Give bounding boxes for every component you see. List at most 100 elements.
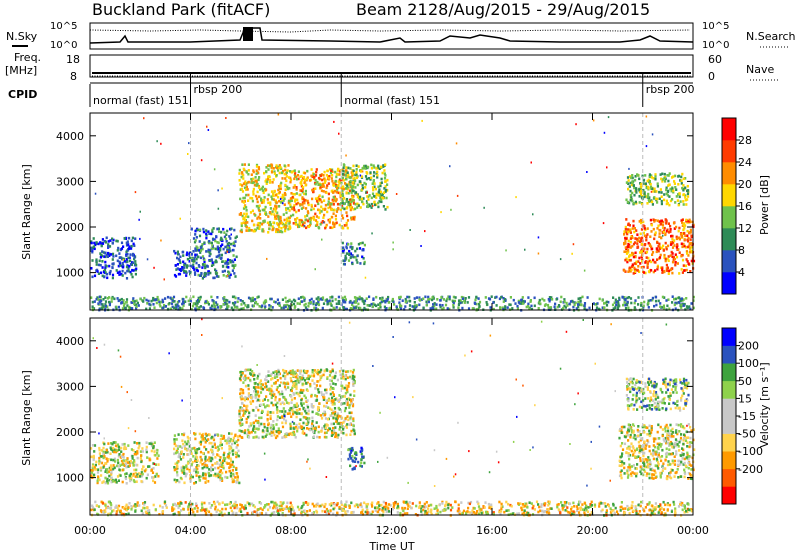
heatmap-cell: [131, 268, 134, 272]
heatmap-cell: [180, 469, 183, 472]
heatmap-cell: [302, 206, 305, 209]
heatmap-cell: [239, 183, 242, 186]
heatmap-cell: [302, 421, 305, 425]
heatmap-cell: [194, 247, 197, 250]
heatmap-cell: [280, 201, 283, 204]
heatmap-cell: [683, 269, 686, 272]
heatmap-cell: [333, 189, 337, 193]
heatmap-cell: [257, 195, 260, 199]
heatmap-cell: [354, 179, 357, 182]
heatmap-cell: [297, 209, 300, 212]
heatmap-cell: [183, 444, 186, 448]
heatmap-cell: [207, 450, 210, 454]
heatmap-cell: [370, 206, 373, 209]
heatmap-cell: [216, 462, 219, 465]
heatmap-cell: [241, 402, 244, 405]
heatmap-cell: [214, 446, 217, 449]
heatmap-cell: [175, 438, 178, 441]
heatmap-cell: [199, 274, 202, 277]
heatmap-cell: [675, 235, 678, 239]
heatmap-cell: [128, 256, 131, 259]
heatmap-cell: [232, 248, 235, 252]
heatmap-cell: [580, 303, 583, 306]
heatmap-cell: [104, 476, 107, 480]
heatmap-cell: [346, 376, 349, 379]
heatmap-cell: [240, 224, 243, 228]
heatmap-cell: [353, 394, 356, 397]
heatmap-cell: [341, 185, 344, 189]
heatmap-cell: [283, 396, 286, 399]
heatmap-cell: [169, 307, 173, 311]
heatmap-cell: [230, 459, 233, 463]
heatmap-cell: [678, 192, 681, 196]
heatmap-cell: [135, 452, 138, 456]
heatmap-cell: [135, 303, 138, 306]
heatmap-cell: [285, 208, 288, 211]
heatmap-cell: [195, 300, 198, 303]
heatmap-cell: [228, 445, 231, 448]
heatmap-cell: [227, 454, 231, 458]
heatmap-cell: [640, 250, 643, 253]
heatmap-cell: [264, 405, 267, 408]
heatmap-cell: [356, 247, 359, 251]
heatmap-cell: [200, 459, 203, 462]
heatmap-cell: [194, 459, 197, 463]
heatmap-cell: [281, 392, 284, 396]
heatmap-cell: [633, 227, 636, 230]
heatmap-cell: [244, 429, 247, 432]
heatmap-cell: [269, 414, 272, 418]
heatmap-cell: [270, 401, 273, 405]
heatmap-cell: [341, 176, 345, 180]
heatmap-cell: [614, 298, 617, 302]
heatmap-cell: [338, 394, 341, 397]
heatmap-cell: [242, 167, 245, 171]
heatmap-cell: [339, 191, 342, 195]
heatmap-cell: [211, 468, 214, 471]
heatmap-cell: [192, 250, 195, 253]
heatmap-cell: [279, 402, 282, 406]
heatmap-cell: [247, 435, 251, 439]
heatmap-cell: [117, 264, 120, 268]
heatmap-cell: [654, 175, 657, 178]
heatmap-cell: [330, 401, 333, 404]
heatmap-cell: [550, 296, 553, 299]
heatmap-cell: [101, 242, 105, 245]
heatmap-cell: [323, 435, 326, 439]
heatmap-cell: [656, 442, 659, 446]
heatmap-cell: [275, 230, 278, 234]
heatmap-cell: [125, 258, 128, 261]
heatmap-cell: [362, 257, 365, 260]
heatmap-cell: [256, 302, 259, 306]
heatmap-cell: [388, 307, 391, 310]
heatmap-cell: [146, 258, 149, 261]
heatmap-cell: [237, 297, 240, 300]
heatmap-cell: [448, 297, 451, 301]
heatmap-cell: [685, 203, 688, 206]
heatmap-cell: [244, 377, 247, 380]
heatmap-cell: [339, 425, 342, 429]
heatmap-cell: [160, 300, 163, 304]
heatmap-cell: [563, 300, 566, 303]
heatmap-cell: [659, 188, 662, 191]
heatmap-cell: [425, 303, 428, 307]
heatmap-cell: [220, 253, 223, 257]
heatmap-cell: [228, 246, 231, 250]
heatmap-cell: [288, 371, 291, 375]
heatmap-cell: [664, 241, 667, 245]
heatmap-cell: [352, 189, 355, 192]
heatmap-cell: [349, 208, 352, 212]
heatmap-cell: [655, 303, 658, 307]
heatmap-cell: [145, 468, 148, 471]
heatmap-cell: [244, 304, 247, 307]
heatmap-cell: [121, 468, 124, 472]
heatmap-cell: [270, 389, 273, 393]
heatmap-cell: [240, 230, 243, 234]
heatmap-cell: [195, 474, 198, 477]
heatmap-cell: [640, 221, 643, 225]
heatmap-cell: [647, 299, 650, 303]
heatmap-cell: [354, 255, 357, 259]
heatmap-cell: [210, 264, 214, 267]
heatmap-cell: [332, 212, 335, 215]
heatmap-cell: [235, 466, 238, 470]
freq-label: Freq.: [14, 51, 41, 64]
